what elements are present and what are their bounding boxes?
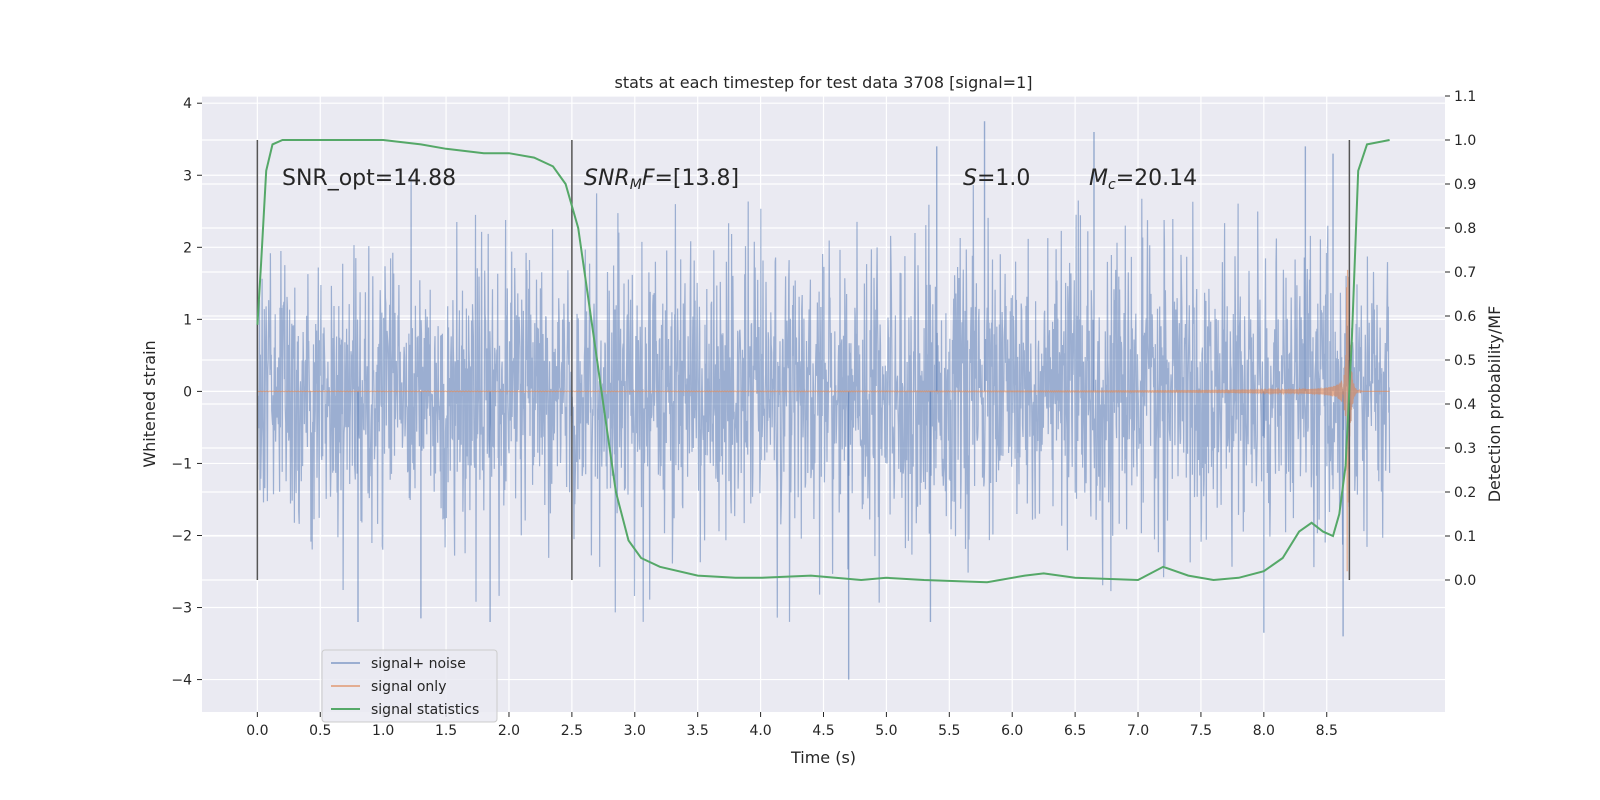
- y-tick-label: −4: [171, 673, 192, 689]
- x-tick-label: 6.0: [1001, 723, 1023, 739]
- y-axis-label: Whitened strain: [140, 340, 159, 467]
- annotation-mc: Mc=20.14: [1089, 166, 1197, 193]
- x-tick-label: 5.5: [938, 723, 960, 739]
- signal-only-series: [257, 269, 1390, 572]
- y2-tick-label: 1.1: [1454, 89, 1476, 105]
- vertical-markers: [256, 140, 1351, 580]
- signal-statistics-line: [256, 139, 1390, 584]
- x-tick-label: 3.0: [624, 723, 646, 739]
- y-tick-label: −3: [171, 601, 192, 617]
- signal-only-line: [257, 269, 1390, 572]
- snr-mf-value: =[13.8]: [654, 166, 739, 191]
- snr-mf-sub: M: [630, 177, 642, 193]
- snr-mf-rest: F: [642, 166, 655, 191]
- y2-axis-label: Detection probability/MF: [1485, 306, 1504, 503]
- x-tick-label: 7.5: [1190, 723, 1212, 739]
- s-label: S: [963, 166, 977, 191]
- annotation-s: S=1.0: [963, 166, 1030, 191]
- x-tick-label: 0.0: [246, 723, 268, 739]
- legend-label-stats: signal statistics: [371, 702, 479, 718]
- x-tick-label: 2.5: [561, 723, 583, 739]
- y2-tick-label: 0.1: [1454, 529, 1476, 545]
- y2-tick-label: 0.2: [1454, 485, 1476, 501]
- y2-tick-label: 0.6: [1454, 309, 1476, 325]
- y-tick-label: 2: [183, 240, 192, 256]
- x-tick-label: 1.5: [435, 723, 457, 739]
- y-tick-label: −2: [171, 528, 192, 544]
- x-tick-label: 2.0: [498, 723, 520, 739]
- mc-value: =20.14: [1116, 166, 1197, 191]
- annotation-snr-opt: SNR_opt=14.88: [282, 166, 456, 191]
- axis-ticks: 0.0 0.5 1.0 1.5 2.0 2.5 3.0 3.5 4.0 4.5 5.0 5.5 6.0 6…: [171, 89, 1476, 739]
- chart-title: stats at each timestep for test data 370…: [614, 73, 1032, 92]
- x-tick-label: 0.5: [309, 723, 331, 739]
- x-tick-label: 7.0: [1127, 723, 1149, 739]
- signal-noise-series: [256, 121, 1391, 680]
- s-value: =1.0: [977, 166, 1030, 191]
- y2-tick-label: 0.9: [1454, 177, 1476, 193]
- signal-noise-line: [256, 175, 1391, 622]
- legend: signal+ noise signal only signal statist…: [321, 649, 498, 723]
- y-tick-label: 4: [183, 96, 192, 112]
- mc-sub: c: [1108, 177, 1116, 193]
- y-tick-label: 0: [183, 384, 192, 400]
- y2-tick-label: 0.3: [1454, 441, 1476, 457]
- y-tick-label: −1: [171, 456, 192, 472]
- x-tick-label: 4.5: [812, 723, 834, 739]
- y2-tick-label: 0.7: [1454, 265, 1476, 281]
- x-tick-label: 5.0: [875, 723, 897, 739]
- x-tick-label: 3.5: [687, 723, 709, 739]
- x-tick-label: 6.5: [1064, 723, 1086, 739]
- legend-label-noise: signal+ noise: [371, 656, 466, 672]
- y2-tick-label: 0.4: [1454, 397, 1476, 413]
- snr-mf-label: SNR: [584, 166, 630, 191]
- y2-tick-label: 1.0: [1454, 133, 1476, 149]
- y-tick-label: 3: [183, 168, 192, 184]
- y2-tick-label: 0.8: [1454, 221, 1476, 237]
- legend-label-signal: signal only: [371, 679, 446, 695]
- x-tick-label: 1.0: [372, 723, 394, 739]
- legend-box: [321, 649, 498, 723]
- y2-tick-label: 0.5: [1454, 353, 1476, 369]
- y2-tick-label: 0.0: [1454, 573, 1476, 589]
- annotation-snr-mf: SNRMF=[13.8]: [584, 166, 739, 193]
- y-tick-label: 1: [183, 312, 192, 328]
- x-tick-label: 8.0: [1253, 723, 1275, 739]
- x-tick-label: 4.0: [749, 723, 771, 739]
- signal-statistics-series: [256, 139, 1390, 584]
- x-tick-label: 8.5: [1316, 723, 1338, 739]
- mc-label: M: [1089, 166, 1108, 191]
- x-axis-label: Time (s): [790, 748, 856, 767]
